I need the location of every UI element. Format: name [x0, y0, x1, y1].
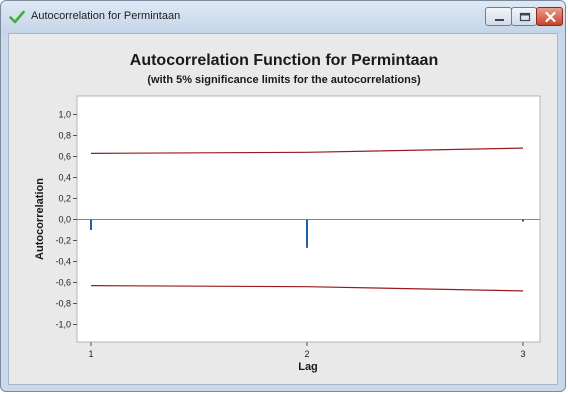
chart-title: Autocorrelation Function for Permintaan: [129, 52, 439, 69]
x-axis-label: Lag: [298, 361, 318, 373]
minimize-button[interactable]: [485, 7, 512, 26]
y-tick-label: 0,4: [58, 173, 71, 183]
checkmark-icon: [9, 10, 25, 24]
y-tick-label: -0,8: [55, 299, 71, 309]
y-tick-label: 0,8: [58, 131, 71, 141]
y-tick-label: 1,0: [58, 110, 71, 120]
y-tick-label: 0,6: [58, 152, 71, 162]
chart-area: Autocorrelation Function for Permintaan …: [8, 33, 558, 385]
acf-bar-lag-2: [306, 219, 308, 248]
title-bar[interactable]: Autocorrelation for Permintaan: [1, 1, 565, 33]
upper-significance-limit: [90, 147, 524, 154]
y-axis-label: Autocorrelation: [34, 178, 46, 260]
y-tick-label: -0,2: [55, 236, 71, 246]
y-tick-label: -0,4: [55, 257, 71, 267]
lower-significance-limit: [90, 285, 524, 292]
x-tick-label: 3: [520, 349, 525, 359]
y-tick-label: 0,0: [58, 215, 71, 225]
y-tick-label: -0,6: [55, 278, 71, 288]
minimize-icon: [495, 19, 504, 21]
y-tick-label: 0,2: [58, 194, 71, 204]
acf-bar-lag-3: [522, 219, 524, 222]
close-icon: [545, 11, 556, 23]
acf-bar-lag-1: [90, 219, 92, 230]
close-button[interactable]: [536, 7, 563, 26]
window-title: Autocorrelation for Permintaan: [31, 10, 181, 22]
x-tick-label: 2: [304, 349, 309, 359]
maximize-button[interactable]: [511, 7, 537, 26]
maximize-icon: [519, 12, 531, 22]
x-tick-label: 1: [88, 349, 93, 359]
y-tick-label: -1,0: [55, 320, 71, 330]
acf-plot: 1,0 0,8 0,6 0,4 0,2 0,0 -0,2 -0,4 -0,6 -0,8 -1,0 1…: [34, 95, 541, 373]
chart-subtitle: (with 5% significance limits for the aut…: [147, 74, 421, 86]
